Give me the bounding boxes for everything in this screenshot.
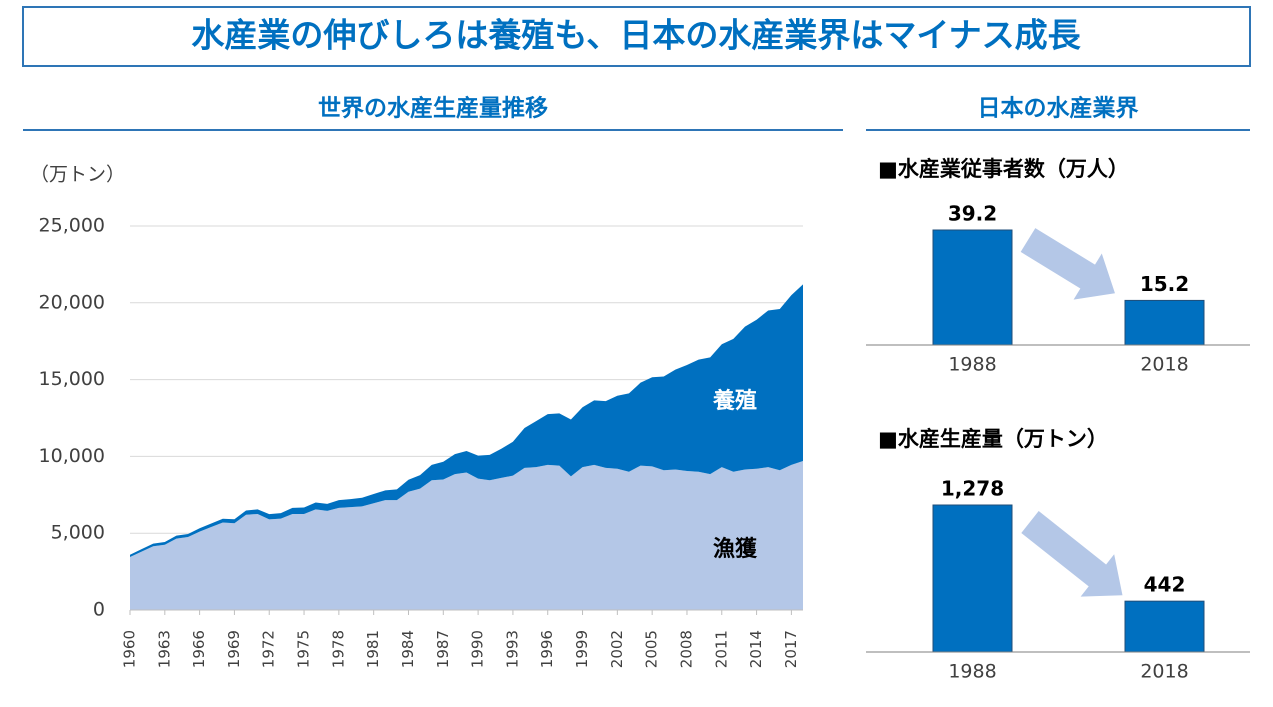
x-tick-label: 1987 xyxy=(434,630,452,668)
bar xyxy=(1124,600,1205,653)
x-tick-label: 1999 xyxy=(573,630,591,668)
slide-title: 水産業の伸びしろは養殖も、日本の水産業界はマイナス成長 xyxy=(191,16,1081,55)
chart-title: ■水産業従事者数（万人） xyxy=(878,157,1129,181)
x-tick-label: 2002 xyxy=(608,630,626,668)
y-tick-label: 10,000 xyxy=(39,445,105,467)
x-tick-label: 1984 xyxy=(399,630,417,668)
arrow xyxy=(1021,511,1123,597)
x-tick-label: 1978 xyxy=(329,630,347,668)
x-tick-label: 1960 xyxy=(121,630,139,668)
x-tick-label: 2018 xyxy=(1140,661,1188,683)
series-label: 養殖 xyxy=(713,388,757,414)
chart-title: ■水産生産量（万トン） xyxy=(878,427,1108,451)
value-label: 442 xyxy=(1144,573,1186,597)
bar xyxy=(1124,299,1205,346)
value-label: 15.2 xyxy=(1140,272,1189,296)
arrow xyxy=(1020,228,1115,300)
x-tick-label: 1969 xyxy=(225,630,243,668)
y-tick-label: 0 xyxy=(93,599,105,621)
x-tick-label: 2014 xyxy=(747,630,765,668)
x-tick-label: 2008 xyxy=(677,630,695,668)
y-tick-label: 25,000 xyxy=(39,215,105,237)
title-box xyxy=(22,6,1251,67)
value-label: 1,278 xyxy=(941,477,1004,501)
x-tick-label: 1975 xyxy=(295,630,313,668)
area xyxy=(130,284,803,558)
x-tick-label: 1981 xyxy=(364,630,382,668)
x-tick-label: 1966 xyxy=(190,630,208,668)
bar xyxy=(932,504,1013,653)
area xyxy=(130,461,803,610)
x-tick-label: 1996 xyxy=(538,630,556,668)
series-label: 漁獲 xyxy=(713,536,758,562)
x-tick-label: 2005 xyxy=(643,630,661,668)
y-tick-label: 5,000 xyxy=(51,522,105,544)
bar xyxy=(932,229,1013,346)
x-tick-label: 1963 xyxy=(155,630,173,668)
section-title: 世界の水産生産量推移 xyxy=(318,95,548,122)
y-tick-label: 15,000 xyxy=(39,368,105,390)
x-tick-label: 1990 xyxy=(469,630,487,668)
x-tick-label: 1988 xyxy=(948,661,996,683)
y-tick-label: 20,000 xyxy=(39,291,105,313)
x-tick-label: 1993 xyxy=(503,630,521,668)
x-tick-label: 2018 xyxy=(1140,354,1188,376)
x-tick-label: 1988 xyxy=(948,354,996,376)
x-tick-label: 2011 xyxy=(712,630,730,668)
section-title: 日本の水産業界 xyxy=(978,95,1139,122)
x-tick-label: 2017 xyxy=(782,630,800,668)
value-label: 39.2 xyxy=(948,202,997,226)
x-tick-label: 1972 xyxy=(260,630,278,668)
y-unit: （万トン） xyxy=(30,164,125,186)
